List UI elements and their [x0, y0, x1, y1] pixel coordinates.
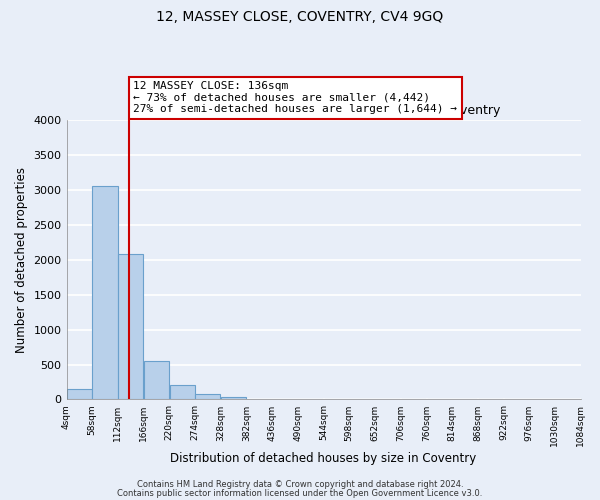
Y-axis label: Number of detached properties: Number of detached properties [15, 166, 28, 352]
Text: Contains HM Land Registry data © Crown copyright and database right 2024.: Contains HM Land Registry data © Crown c… [137, 480, 463, 489]
Bar [144, 361, 169, 400]
Bar [221, 397, 246, 400]
Title: Size of property relative to detached houses in Coventry: Size of property relative to detached ho… [146, 104, 501, 118]
Bar [92, 186, 118, 400]
Text: 12 MASSEY CLOSE: 136sqm
← 73% of detached houses are smaller (4,442)
27% of semi: 12 MASSEY CLOSE: 136sqm ← 73% of detache… [133, 81, 457, 114]
Bar [118, 254, 143, 400]
Text: Contains public sector information licensed under the Open Government Licence v3: Contains public sector information licen… [118, 488, 482, 498]
Bar [170, 385, 195, 400]
Bar [67, 388, 92, 400]
Bar [195, 394, 220, 400]
X-axis label: Distribution of detached houses by size in Coventry: Distribution of detached houses by size … [170, 452, 476, 465]
Text: 12, MASSEY CLOSE, COVENTRY, CV4 9GQ: 12, MASSEY CLOSE, COVENTRY, CV4 9GQ [157, 10, 443, 24]
